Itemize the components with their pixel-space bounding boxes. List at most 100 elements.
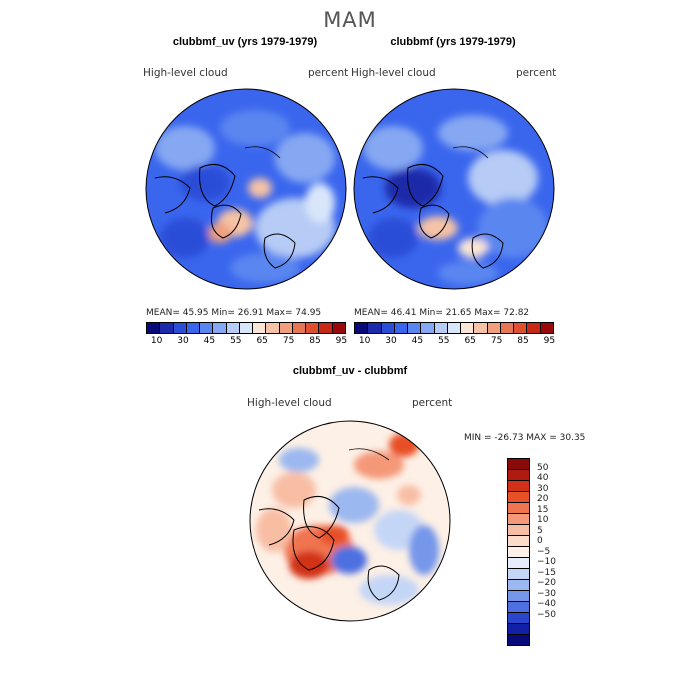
colorbar-difference-swatch bbox=[508, 459, 529, 470]
colorbar-difference-tick-label: −15 bbox=[537, 567, 556, 578]
colorbar-difference bbox=[507, 458, 530, 646]
colorbar-left-tick-label: 75 bbox=[282, 336, 295, 346]
colorbar-right-swatch bbox=[540, 323, 553, 333]
colorbar-difference-tick-label: 10 bbox=[537, 515, 549, 525]
colorbar-right-swatch bbox=[355, 323, 369, 333]
colorbar-difference-tick-label: 20 bbox=[537, 494, 549, 504]
colorbar-difference-swatch bbox=[508, 492, 529, 503]
panel-left-stats: MEAN= 45.95 Min= 26.91 Max= 74.95 bbox=[146, 308, 322, 318]
colorbar-difference-swatch bbox=[508, 613, 529, 624]
colorbar-right-tick-label: 85 bbox=[517, 336, 529, 346]
colorbar-difference-tick-label: 5 bbox=[537, 525, 543, 536]
colorbar-right-swatch bbox=[394, 323, 409, 333]
colorbar-difference-swatch bbox=[508, 602, 529, 613]
colorbar-difference-tick-label: −5 bbox=[537, 546, 551, 557]
colorbar-left-tick-label: 85 bbox=[309, 336, 321, 346]
colorbar-right-swatch bbox=[368, 323, 382, 333]
colorbar-left-swatch bbox=[226, 323, 240, 333]
colorbar-difference-swatch bbox=[508, 580, 529, 591]
colorbar-difference-tick-label: 0 bbox=[537, 536, 543, 546]
polar-map-left bbox=[145, 88, 347, 290]
colorbar-right-swatch bbox=[381, 323, 395, 333]
colorbar-difference-tick-label: 50 bbox=[537, 462, 549, 473]
panel-left-variable-label: High-level cloud bbox=[143, 67, 228, 79]
figure-title: MAM bbox=[323, 8, 377, 32]
colorbar-right-swatch bbox=[408, 323, 422, 333]
colorbar-left-tick-label: 45 bbox=[203, 336, 216, 346]
colorbar-right-swatch bbox=[461, 323, 475, 333]
colorbar-left-tick-label: 10 bbox=[150, 336, 163, 346]
colorbar-right-tick-label: 30 bbox=[385, 336, 397, 346]
colorbar-left-swatch bbox=[200, 323, 214, 333]
colorbar-difference-swatch bbox=[508, 525, 529, 536]
colorbar-difference-swatch bbox=[508, 514, 529, 525]
colorbar-difference-swatch bbox=[508, 547, 529, 558]
colorbar-difference-tick-label: −10 bbox=[537, 557, 556, 567]
colorbar-right-tick-label: 95 bbox=[543, 336, 556, 346]
panel-right-variable-label: High-level cloud bbox=[351, 67, 436, 79]
colorbar-right-tick-label: 65 bbox=[464, 336, 476, 346]
panel-right-unit-label: percent bbox=[516, 67, 557, 79]
panel-right-stats: MEAN= 46.41 Min= 21.65 Max= 72.82 bbox=[354, 308, 530, 318]
colorbar-left-swatch bbox=[173, 323, 187, 333]
colorbar-left-tick-label: 55 bbox=[230, 336, 242, 346]
colorbar-difference-tick-label: −30 bbox=[537, 588, 556, 599]
panel-title-left: clubbmf_uv (yrs 1979-1979) bbox=[172, 36, 318, 48]
colorbar-left-swatch bbox=[319, 323, 333, 333]
colorbar-left-swatch bbox=[332, 323, 345, 333]
colorbar-right-swatch bbox=[514, 323, 528, 333]
colorbar-left-labels: 10 30 45 55 65 75 85 95 bbox=[146, 336, 347, 348]
colorbar-difference-tick-label: 40 bbox=[537, 473, 549, 483]
colorbar-right-labels: 10 30 45 55 65 75 85 95 bbox=[354, 336, 555, 348]
diff-panel-title: clubbmf_uv - clubbmf bbox=[292, 365, 408, 377]
diff-panel-variable-label: High-level cloud bbox=[247, 397, 332, 409]
panel-title-right: clubbmf (yrs 1979-1979) bbox=[390, 36, 516, 48]
colorbar-difference-swatch bbox=[508, 569, 529, 580]
colorbar-difference-tick-label: 15 bbox=[537, 504, 549, 515]
colorbar-difference-tick-label: −40 bbox=[537, 599, 556, 609]
colorbar-right-swatch bbox=[527, 323, 541, 333]
colorbar-right-tick-label: 55 bbox=[438, 336, 450, 346]
diff-panel-unit-label: percent bbox=[412, 397, 453, 409]
colorbar-difference-swatch bbox=[508, 635, 529, 645]
colorbar-difference-swatch bbox=[508, 624, 529, 635]
colorbar-left-tick-label: 95 bbox=[335, 336, 348, 346]
colorbar-right-swatch bbox=[500, 323, 515, 333]
colorbar-right-swatch bbox=[434, 323, 448, 333]
colorbar-left-swatch bbox=[253, 323, 267, 333]
colorbar-right-tick-label: 75 bbox=[490, 336, 503, 346]
colorbar-right-swatch bbox=[487, 323, 501, 333]
colorbar-right-swatch bbox=[474, 323, 488, 333]
colorbar-difference-swatch bbox=[508, 481, 529, 492]
colorbar-right-tick-label: 45 bbox=[411, 336, 424, 346]
colorbar-left-tick-label: 30 bbox=[177, 336, 189, 346]
colorbar-left-tick-label: 65 bbox=[256, 336, 268, 346]
polar-map-difference bbox=[249, 420, 451, 622]
colorbar-left-swatch bbox=[306, 323, 320, 333]
colorbar-left-swatch bbox=[160, 323, 174, 333]
colorbar-difference-tick-label: −20 bbox=[537, 578, 556, 588]
colorbar-right bbox=[354, 322, 554, 334]
polar-map-right bbox=[353, 88, 555, 290]
colorbar-difference-tick-label: 30 bbox=[537, 483, 549, 494]
diff-panel-stats: MIN = -26.73 MAX = 30.35 bbox=[464, 433, 586, 443]
colorbar-difference-swatch bbox=[508, 558, 529, 569]
panel-left-unit-label: percent bbox=[308, 67, 349, 79]
colorbar-left-swatch bbox=[266, 323, 280, 333]
colorbar-left-swatch bbox=[147, 323, 161, 333]
colorbar-difference-swatch bbox=[508, 503, 529, 514]
colorbar-difference-labels: 50 40 30 20 15 10 5 0 −5 −10 −15 −20 −30 −40 −50 bbox=[537, 458, 577, 623]
colorbar-difference-tick-label: −50 bbox=[537, 609, 556, 620]
colorbar-difference-swatch bbox=[508, 591, 529, 602]
colorbar-left bbox=[146, 322, 346, 334]
colorbar-left-swatch bbox=[186, 323, 201, 333]
colorbar-left-swatch bbox=[213, 323, 227, 333]
colorbar-left-swatch bbox=[239, 323, 254, 333]
colorbar-left-swatch bbox=[279, 323, 293, 333]
colorbar-right-swatch bbox=[421, 323, 435, 333]
colorbar-right-swatch bbox=[447, 323, 462, 333]
colorbar-right-tick-label: 10 bbox=[358, 336, 371, 346]
colorbar-left-swatch bbox=[292, 323, 307, 333]
colorbar-difference-swatch bbox=[508, 470, 529, 481]
colorbar-difference-swatch bbox=[508, 536, 529, 547]
